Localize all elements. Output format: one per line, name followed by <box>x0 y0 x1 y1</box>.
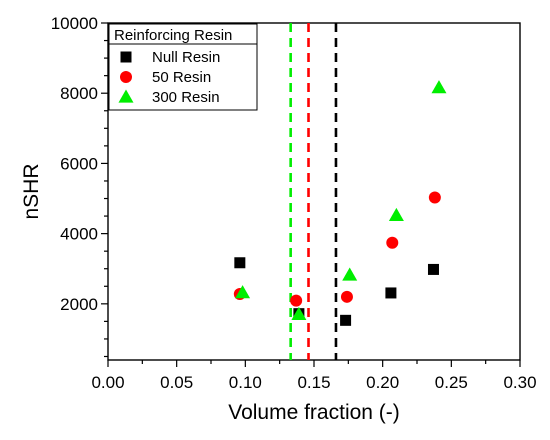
circle-data-point <box>340 290 353 303</box>
legend-square-marker <box>120 51 132 63</box>
square-data-point <box>385 287 397 299</box>
triangle-data-point <box>235 285 251 299</box>
legend-label: 300 Resin <box>152 89 220 106</box>
square-data-point <box>234 257 246 269</box>
y-tick-label: 10000 <box>51 14 98 33</box>
legend-items: Null Resin 50 Resin 300 Resin <box>118 49 220 106</box>
x-tick-label: 0.10 <box>229 373 262 392</box>
x-tick-label: 0.20 <box>366 373 399 392</box>
reference-lines <box>289 23 338 360</box>
legend-box <box>108 23 258 111</box>
legend-triangle-marker <box>118 89 134 103</box>
triangle-data-point <box>342 267 358 281</box>
y-tick-label: 2000 <box>60 295 98 314</box>
y-axis-ticks: 2000 4000 6000 8000 10000 <box>51 14 108 358</box>
legend-label: Null Resin <box>152 49 220 66</box>
y-tick-label: 6000 <box>60 154 98 173</box>
square-data-point <box>340 314 352 326</box>
legend-label: 50 Resin <box>152 69 211 86</box>
x-tick-label: 0.25 <box>435 373 468 392</box>
y-axis-title: nSHR <box>20 163 43 219</box>
x-tick-label: 0.00 <box>91 373 124 392</box>
circle-data-point <box>428 191 441 204</box>
circle-data-point <box>386 236 399 249</box>
legend-title: Reinforcing Resin <box>114 27 232 44</box>
data-markers <box>233 80 447 326</box>
legend-circle-marker <box>120 71 132 83</box>
x-axis-title: Volume fraction (-) <box>228 401 400 424</box>
triangle-data-point <box>291 306 307 320</box>
triangle-data-point <box>388 207 404 221</box>
y-tick-label: 8000 <box>60 84 98 103</box>
square-data-point <box>427 263 439 275</box>
legend: Reinforcing Resin Null Resin 50 Resin 300 … <box>108 23 258 111</box>
circle-data-point <box>290 294 303 307</box>
x-tick-label: 0.15 <box>297 373 330 392</box>
x-tick-label: 0.30 <box>503 373 536 392</box>
y-tick-label: 4000 <box>60 225 98 244</box>
x-axis-ticks: 0.00 0.05 0.10 0.15 0.20 0.25 0.30 <box>91 360 537 392</box>
triangle-data-point <box>431 80 447 94</box>
x-tick-label: 0.05 <box>160 373 193 392</box>
